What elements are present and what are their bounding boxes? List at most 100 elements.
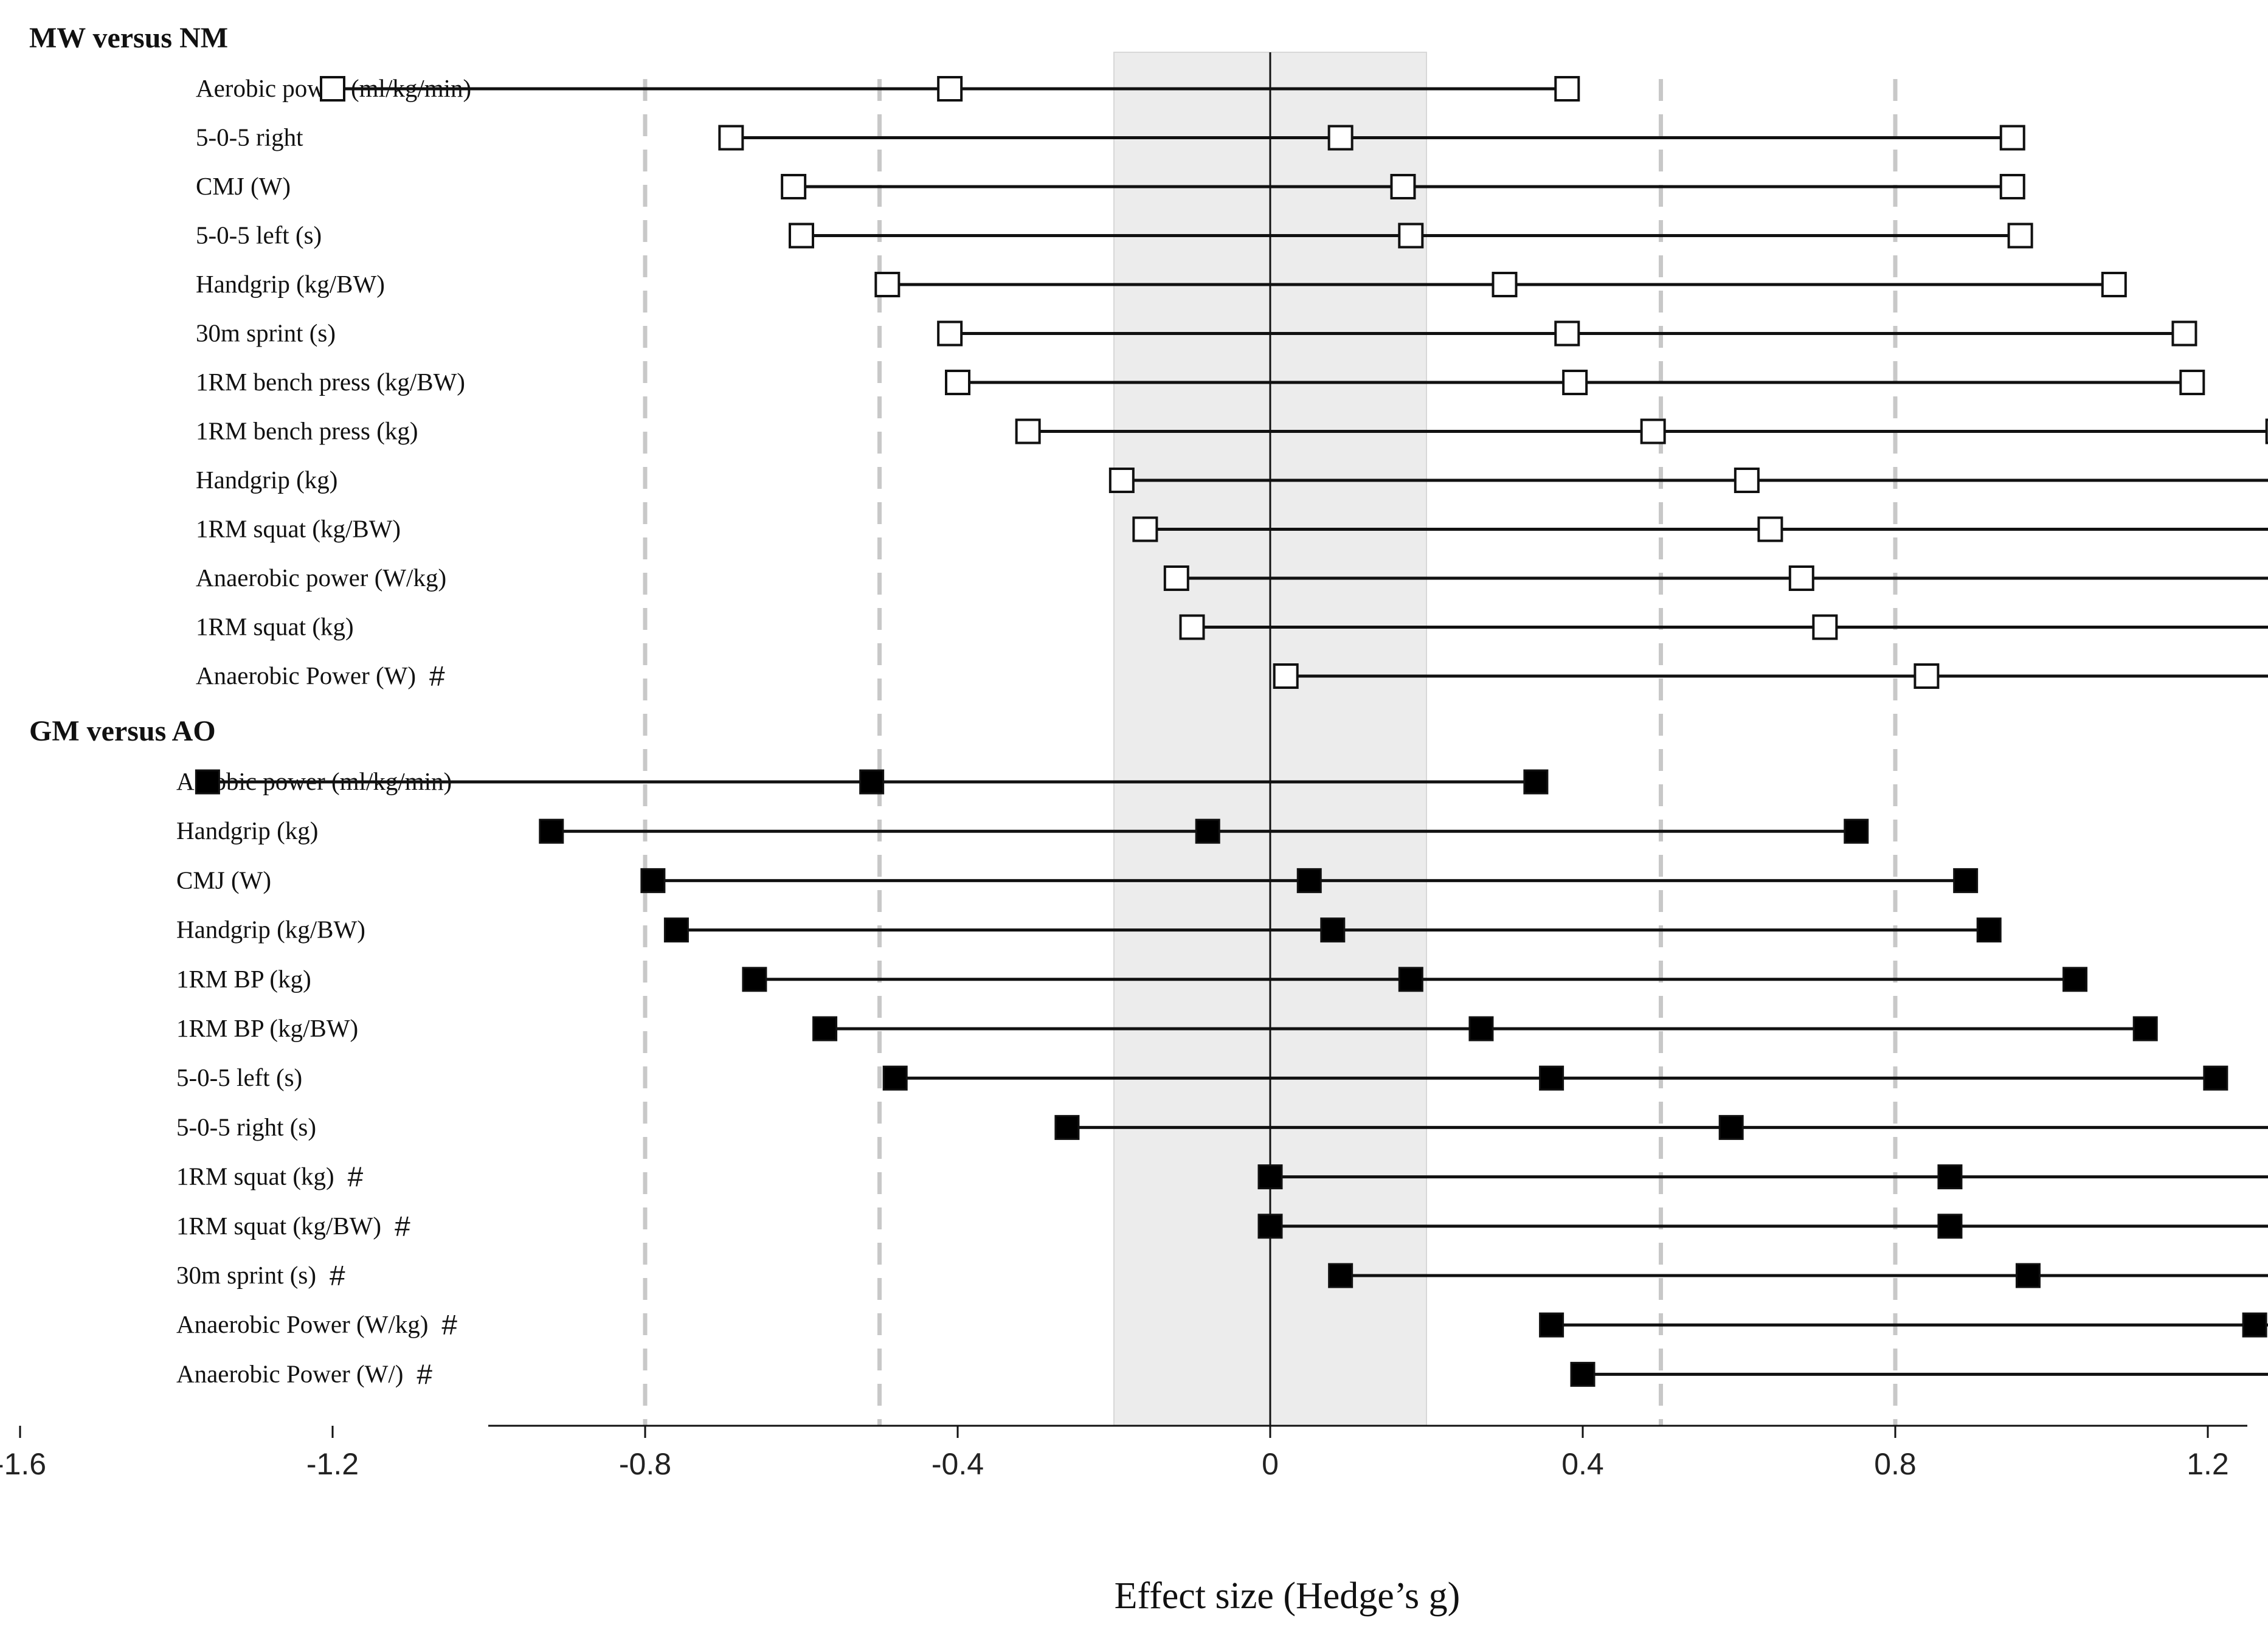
x-tick-label: -0.8 <box>619 1447 671 1481</box>
row-label: Handgrip (kg/BW) <box>176 916 365 944</box>
ci-lower-marker <box>663 917 689 943</box>
ci-lower-marker <box>1328 1263 1354 1288</box>
forest-row: Handgrip (kg/BW) <box>196 270 2127 298</box>
row-label: 5-0-5 right (s) <box>176 1113 316 1141</box>
effect-size-marker <box>1539 1065 1564 1091</box>
forest-row: 1RM squat (kg) <box>196 613 2268 641</box>
forest-row: Aerobic power (ml/kg/min) <box>176 767 1549 795</box>
ci-upper-marker <box>1523 769 1549 795</box>
ci-upper-marker <box>2171 320 2197 347</box>
row-label: 1RM bench press (kg/BW) <box>196 368 465 396</box>
significance-mark: # <box>330 1260 345 1291</box>
effect-size-marker <box>1398 223 1424 249</box>
ci-lower-marker <box>882 1065 908 1091</box>
effect-size-marker <box>1734 468 1760 493</box>
effect-size-marker <box>1937 1164 1963 1190</box>
ci-lower-marker <box>781 174 807 199</box>
effect-size-marker <box>1320 917 1346 943</box>
ci-lower-marker <box>320 76 345 102</box>
ci-lower-marker <box>1570 1361 1596 1387</box>
ci-lower-marker <box>539 818 564 844</box>
forest-row: CMJ (W) <box>196 172 2025 200</box>
row-label: 5-0-5 right <box>196 123 303 151</box>
effect-size-marker <box>1492 272 1518 297</box>
ci-upper-marker <box>2265 418 2268 444</box>
forest-row: 5-0-5 left (s) <box>196 221 2033 249</box>
effect-size-marker <box>1296 868 1322 893</box>
row-label: 1RM squat (kg/BW) <box>196 515 401 543</box>
ci-lower-marker <box>1273 663 1299 689</box>
row-label: CMJ (W) <box>176 866 271 894</box>
significance-mark: # <box>441 1309 457 1341</box>
forest-row: 1RM squat (kg) # <box>176 1161 2268 1193</box>
forest-row: Anaerobic power (W/kg) <box>196 564 2268 592</box>
row-label: Handgrip (kg) <box>176 817 318 845</box>
significance-mark: # <box>417 1358 432 1390</box>
row-label: Anaerobic Power (W/) <box>176 1359 403 1387</box>
row-label: Anaerobic Power (W) <box>196 662 416 689</box>
row-label: Handgrip (kg) <box>196 466 337 494</box>
ci-lower-marker <box>718 125 744 151</box>
rows-layer: MW versus NM Aerobic power (ml/kg/min) 5-0… <box>29 22 2268 1390</box>
group-1: MW versus NM Aerobic power (ml/kg/min) 5-0… <box>29 22 2268 692</box>
effect-size-marker <box>1562 370 1588 395</box>
threshold-lines <box>643 52 1898 1426</box>
forest-row: 30m sprint (s) <box>196 319 2197 347</box>
x-tick-label: -0.4 <box>932 1447 984 1481</box>
row-label: 5-0-5 left (s) <box>176 1063 302 1091</box>
row-label: 1RM squat (kg) <box>176 1162 334 1190</box>
effect-size-marker <box>1640 418 1666 444</box>
row-label: 30m sprint (s) <box>176 1261 316 1289</box>
ci-lower-marker <box>1132 516 1158 542</box>
forest-row: Aerobic power (ml/kg/min) <box>196 74 1580 102</box>
ci-lower-marker <box>1054 1114 1080 1140</box>
effect-size-marker <box>2242 1312 2267 1338</box>
effect-size-marker <box>1554 320 1580 347</box>
ci-lower-marker <box>742 967 767 992</box>
effect-size-marker <box>1914 663 1940 689</box>
x-axis-title: Effect size (Hedge’s g) <box>1115 1575 1461 1617</box>
ci-upper-marker <box>2203 1065 2228 1091</box>
ci-upper-marker <box>1953 868 1979 893</box>
effect-size-marker <box>2015 1263 2041 1288</box>
significance-mark: # <box>348 1161 364 1193</box>
ci-upper-marker <box>1999 125 2025 151</box>
ci-upper-marker <box>1999 174 2025 199</box>
ci-lower-marker <box>874 272 901 297</box>
row-label: CMJ (W) <box>196 172 291 200</box>
forest-row: 1RM BP (kg) <box>176 965 2088 993</box>
forest-row: 1RM squat (kg/BW) <box>196 515 2268 543</box>
ci-lower-marker <box>1015 418 1041 444</box>
x-tick-label: 0.4 <box>1561 1447 1604 1481</box>
ci-upper-marker <box>1844 818 1869 844</box>
ci-lower-marker <box>1179 614 1205 640</box>
forest-row: Anaerobic Power (W) # <box>196 660 2268 692</box>
x-axis: -2-1.6-1.2-0.8-0.400.40.81.21.622.4 <box>0 1425 2247 1481</box>
ci-upper-marker <box>2007 223 2033 249</box>
row-label: 5-0-5 left (s) <box>196 221 322 249</box>
effect-size-marker <box>1398 967 1423 992</box>
row-label: 30m sprint (s) <box>196 319 336 347</box>
row-label: 1RM bench press (kg) <box>196 417 418 445</box>
effect-size-marker <box>859 769 885 795</box>
effect-size-marker <box>1327 125 1354 151</box>
forest-row: Anaerobic Power (W/kg) # <box>176 1309 2268 1341</box>
ci-lower-marker <box>195 769 220 795</box>
forest-row: Handgrip (kg) <box>196 466 2268 494</box>
ci-upper-marker <box>1554 76 1580 102</box>
ci-lower-marker <box>1257 1164 1283 1190</box>
forest-row: 1RM squat (kg/BW) # <box>176 1211 2268 1242</box>
row-label: Anaerobic Power (W/kg) <box>176 1310 428 1338</box>
forest-row: 30m sprint (s) # <box>176 1260 2268 1291</box>
forest-row: 5-0-5 right <box>196 123 2025 151</box>
forest-row: Handgrip (kg/BW) <box>176 916 2002 944</box>
row-label: 1RM squat (kg) <box>196 613 354 641</box>
effect-size-marker <box>1757 516 1783 542</box>
ci-lower-marker <box>937 320 963 347</box>
effect-size-marker <box>1468 1016 1494 1041</box>
ci-lower-marker <box>1163 565 1189 591</box>
x-tick-label: -1.6 <box>0 1447 46 1481</box>
forest-row: 1RM bench press (kg) <box>196 417 2268 445</box>
ci-lower-marker <box>945 370 970 395</box>
